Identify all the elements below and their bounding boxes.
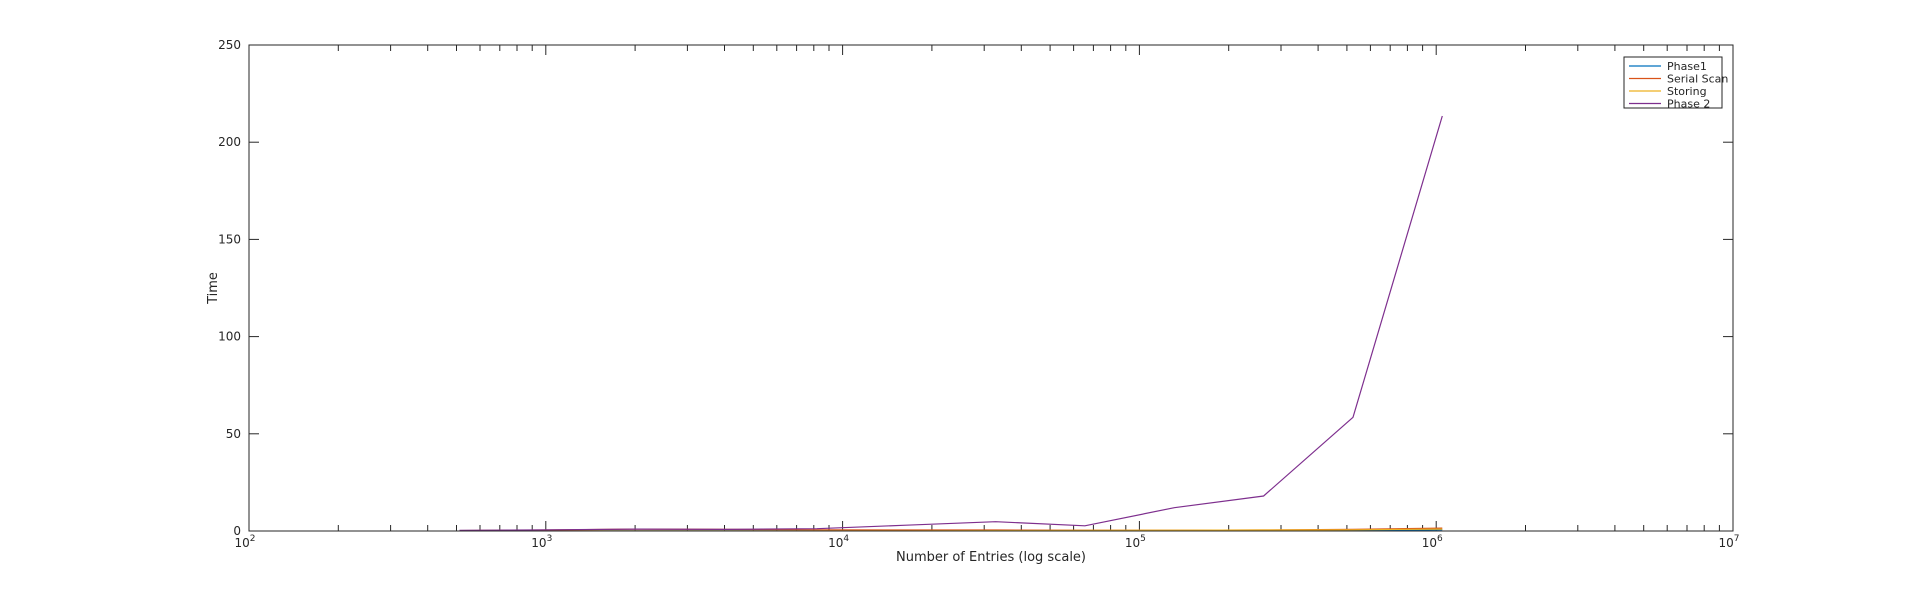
x-tick-label: 102 — [234, 534, 255, 550]
plot-area — [249, 45, 1733, 531]
legend-label: Phase 2 — [1667, 98, 1710, 111]
x-tick-label: 103 — [531, 534, 552, 550]
y-tick-label: 50 — [226, 427, 241, 441]
y-tick-label: 150 — [218, 232, 241, 246]
x-tick-label: 106 — [1422, 534, 1443, 550]
legend-label: Phase1 — [1667, 60, 1707, 73]
x-tick-label: 104 — [828, 534, 849, 550]
y-tick-labels: 0 50 100 150 200 250 — [218, 38, 241, 538]
y-axis-label: Time — [206, 272, 221, 305]
x-tick-label: 105 — [1125, 534, 1146, 550]
plot-border — [248, 44, 1734, 532]
legend-label: Serial Scan — [1667, 73, 1728, 86]
y-tick-label: 100 — [218, 330, 241, 344]
y-tick-label: 200 — [218, 135, 241, 149]
legend-label: Storing — [1667, 85, 1707, 98]
x-axis-label: Number of Entries (log scale) — [896, 550, 1086, 565]
x-tick-labels: 102 103 104 105 106 107 — [234, 534, 1739, 550]
y-tick-label: 0 — [233, 524, 241, 538]
y-tick-label: 250 — [218, 38, 241, 52]
x-tick-label: 107 — [1718, 534, 1739, 550]
series-line-phase-2 — [459, 115, 1443, 532]
